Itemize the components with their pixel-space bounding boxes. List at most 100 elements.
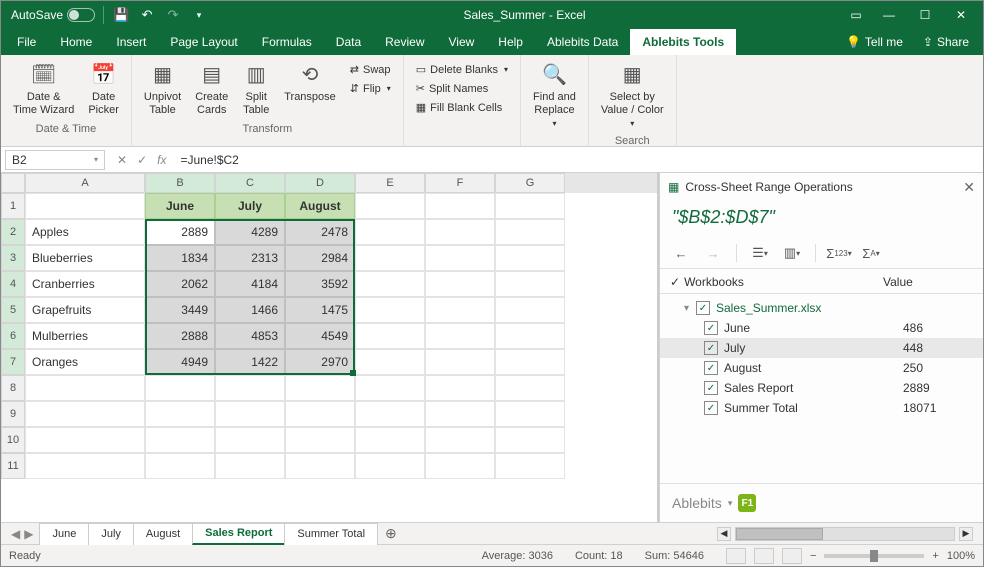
cell-E9[interactable] — [355, 401, 425, 427]
qat-dropdown[interactable]: ▾ — [190, 6, 208, 24]
cell-D8[interactable] — [285, 375, 355, 401]
sheet-tab-july[interactable]: July — [88, 523, 134, 545]
row-header-2[interactable]: 2 — [1, 219, 25, 245]
transpose-button[interactable]: ⟲Transpose — [280, 59, 340, 119]
cell-B10[interactable] — [145, 427, 215, 453]
cell-B9[interactable] — [145, 401, 215, 427]
cell-E4[interactable] — [355, 271, 425, 297]
tab-data[interactable]: Data — [324, 29, 373, 55]
cell-F8[interactable] — [425, 375, 495, 401]
cell-E1[interactable] — [355, 193, 425, 219]
cell-F9[interactable] — [425, 401, 495, 427]
tab-help[interactable]: Help — [486, 29, 535, 55]
cell-B6[interactable]: 2888 — [145, 323, 215, 349]
cell-G8[interactable] — [495, 375, 565, 401]
tab-ablebits-data[interactable]: Ablebits Data — [535, 29, 630, 55]
cell-C5[interactable]: 1466 — [215, 297, 285, 323]
tab-home[interactable]: Home — [48, 29, 104, 55]
back-button[interactable]: ← — [670, 242, 692, 264]
sigma-1-icon[interactable]: Σ123▾ — [828, 242, 850, 264]
cell-C1[interactable]: July — [215, 193, 285, 219]
cancel-formula-icon[interactable]: ✕ — [117, 153, 127, 167]
col-header-F[interactable]: F — [425, 173, 495, 193]
cell-F2[interactable] — [425, 219, 495, 245]
tree-item-july[interactable]: ✓July448 — [660, 338, 983, 358]
tree-item-summer-total[interactable]: ✓Summer Total18071 — [660, 398, 983, 418]
split-names-button[interactable]: ✂Split Names — [412, 80, 512, 97]
row-header-7[interactable]: 7 — [1, 349, 25, 375]
name-box[interactable]: B2▾ — [5, 150, 105, 170]
zoom-out-button[interactable]: − — [810, 550, 816, 562]
cell-D2[interactable]: 2478 — [285, 219, 355, 245]
cell-A7[interactable]: Oranges — [25, 349, 145, 375]
cell-A2[interactable]: Apples — [25, 219, 145, 245]
cell-B7[interactable]: 4949 — [145, 349, 215, 375]
tab-file[interactable]: File — [5, 29, 48, 55]
cell-D10[interactable] — [285, 427, 355, 453]
sigma-2-icon[interactable]: ΣA▾ — [860, 242, 882, 264]
cell-B3[interactable]: 1834 — [145, 245, 215, 271]
cell-G10[interactable] — [495, 427, 565, 453]
date-time-wizard-button[interactable]: 🗓Date & Time Wizard — [9, 59, 78, 119]
cell-A5[interactable]: Grapefruits — [25, 297, 145, 323]
hscroll-right[interactable]: ▶ — [959, 527, 973, 541]
autosave-switch[interactable] — [67, 8, 95, 22]
sheet-tab-august[interactable]: August — [133, 523, 193, 545]
formula-input[interactable]: =June!$C2 — [174, 153, 983, 167]
cell-A11[interactable] — [25, 453, 145, 479]
cell-C10[interactable] — [215, 427, 285, 453]
cell-E10[interactable] — [355, 427, 425, 453]
cell-G5[interactable] — [495, 297, 565, 323]
cell-D9[interactable] — [285, 401, 355, 427]
confirm-formula-icon[interactable]: ✓ — [137, 153, 147, 167]
zoom-slider[interactable] — [824, 554, 924, 558]
tree-item-august[interactable]: ✓August250 — [660, 358, 983, 378]
tab-view[interactable]: View — [437, 29, 487, 55]
cell-C7[interactable]: 1422 — [215, 349, 285, 375]
cell-F1[interactable] — [425, 193, 495, 219]
cell-B5[interactable]: 3449 — [145, 297, 215, 323]
checkbox-icon[interactable]: ✓ — [670, 275, 680, 289]
cell-C11[interactable] — [215, 453, 285, 479]
cell-F11[interactable] — [425, 453, 495, 479]
column-view-icon[interactable]: ▥▾ — [781, 242, 803, 264]
sheet-nav-next[interactable]: ▶ — [24, 527, 33, 541]
cell-G7[interactable] — [495, 349, 565, 375]
panel-close-icon[interactable]: ✕ — [963, 179, 975, 196]
delete-blanks-button[interactable]: ▭Delete Blanks▾ — [412, 61, 512, 78]
cell-F10[interactable] — [425, 427, 495, 453]
list-view-icon[interactable]: ☰▾ — [749, 242, 771, 264]
cell-G4[interactable] — [495, 271, 565, 297]
cell-A6[interactable]: Mulberries — [25, 323, 145, 349]
cell-D1[interactable]: August — [285, 193, 355, 219]
f1-help-icon[interactable]: F1 — [738, 494, 756, 512]
cell-F3[interactable] — [425, 245, 495, 271]
cell-D6[interactable]: 4549 — [285, 323, 355, 349]
cell-D11[interactable] — [285, 453, 355, 479]
cell-C9[interactable] — [215, 401, 285, 427]
cell-D3[interactable]: 2984 — [285, 245, 355, 271]
flip-button[interactable]: ⇵Flip▾ — [346, 80, 395, 97]
create-cards-button[interactable]: ▤Create Cards — [191, 59, 232, 119]
cell-B2[interactable]: 2889 — [145, 219, 215, 245]
split-table-button[interactable]: ▥Split Table — [238, 59, 274, 119]
tree-item-june[interactable]: ✓June486 — [660, 318, 983, 338]
cell-G6[interactable] — [495, 323, 565, 349]
hscroll-thumb[interactable] — [736, 528, 823, 540]
row-header-3[interactable]: 3 — [1, 245, 25, 271]
tab-insert[interactable]: Insert — [104, 29, 158, 55]
add-sheet-button[interactable]: ⊕ — [377, 525, 405, 542]
col-header-C[interactable]: C — [215, 173, 285, 193]
cell-B1[interactable]: June — [145, 193, 215, 219]
cell-E6[interactable] — [355, 323, 425, 349]
date-picker-button[interactable]: 📅Date Picker — [84, 59, 123, 119]
hscroll-track[interactable] — [735, 527, 955, 541]
cell-B4[interactable]: 2062 — [145, 271, 215, 297]
row-header-11[interactable]: 11 — [1, 453, 25, 479]
sheet-nav-prev[interactable]: ◀ — [11, 527, 20, 541]
cell-G1[interactable] — [495, 193, 565, 219]
cell-B11[interactable] — [145, 453, 215, 479]
minimize-button[interactable]: — — [871, 1, 907, 29]
row-header-10[interactable]: 10 — [1, 427, 25, 453]
close-button[interactable]: ✕ — [943, 1, 979, 29]
